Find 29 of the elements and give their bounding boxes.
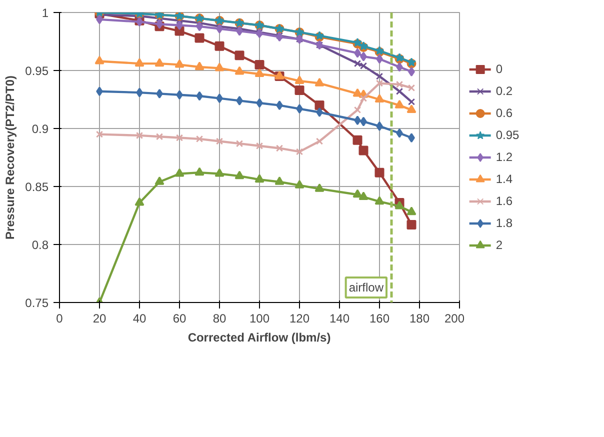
legend-label: 0 <box>496 62 504 76</box>
y-tick-label: 0.75 <box>25 296 49 310</box>
x-tick-label: 160 <box>369 312 390 326</box>
legend-label: 0.6 <box>496 106 514 120</box>
y-tick-label: 0.9 <box>32 122 49 136</box>
y-tick-label: 0.85 <box>25 180 49 194</box>
y-axis-title: Pressure Recovery(PT2/PT0) <box>3 75 18 240</box>
legend-label: 1.8 <box>496 216 514 230</box>
x-tick-label: 180 <box>409 312 430 326</box>
x-tick-label: 40 <box>132 312 146 326</box>
legend-label: 0.2 <box>496 84 514 98</box>
x-tick-label: 20 <box>92 312 106 326</box>
x-tick-label: 120 <box>289 312 310 326</box>
ref-line-label: airflow <box>348 280 384 294</box>
legend-label: 1.4 <box>496 172 514 186</box>
x-tick-label: 80 <box>212 312 226 326</box>
x-axis-title: Corrected Airflow (lbm/s) <box>188 330 331 344</box>
x-tick-label: 0 <box>56 312 64 326</box>
y-tick-label: 0.8 <box>32 238 49 252</box>
y-tick-label: 0.95 <box>25 64 49 78</box>
x-tick-label: 100 <box>249 312 270 326</box>
x-tick-label: 200 <box>444 312 465 326</box>
legend-label: 1.2 <box>496 150 514 164</box>
legend-label: 0.95 <box>496 128 520 142</box>
x-tick-label: 140 <box>329 312 350 326</box>
x-tick-label: 60 <box>172 312 186 326</box>
legend-label: 1.6 <box>496 194 514 208</box>
y-tick-label: 1 <box>42 6 49 20</box>
legend-label: 2 <box>496 238 504 252</box>
